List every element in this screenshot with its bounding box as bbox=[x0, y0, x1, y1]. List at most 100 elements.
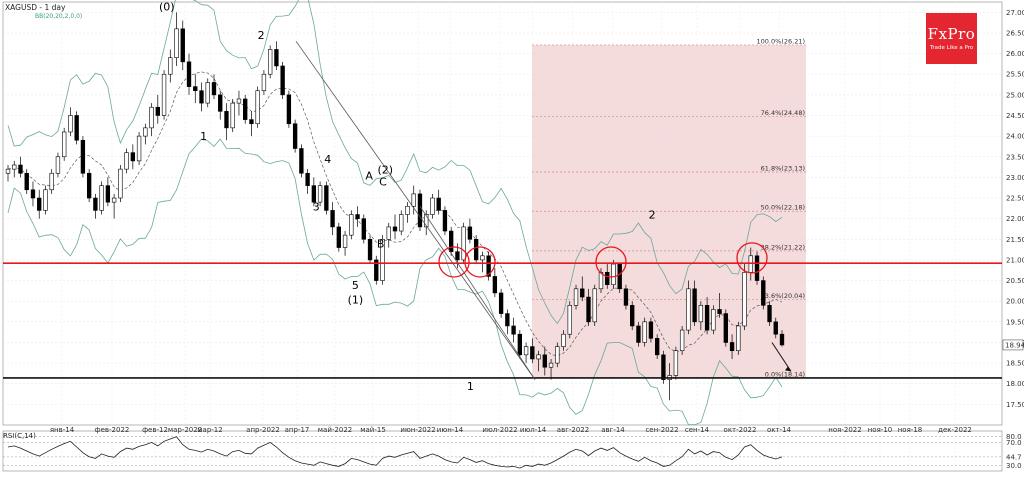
candle bbox=[648, 317, 654, 343]
candle-body bbox=[467, 226, 473, 240]
candle-body bbox=[723, 313, 728, 343]
candle-body bbox=[267, 49, 273, 75]
candle bbox=[80, 136, 86, 178]
fib-level-label: 23.6%(20.04) bbox=[761, 292, 805, 300]
candle-body bbox=[155, 106, 160, 116]
candle-body bbox=[548, 362, 554, 368]
candle bbox=[555, 342, 560, 368]
candle-body bbox=[86, 172, 92, 199]
candle bbox=[386, 222, 391, 248]
candle bbox=[249, 111, 254, 137]
candle-body bbox=[748, 255, 753, 273]
candle-body bbox=[399, 214, 404, 232]
candle bbox=[617, 263, 622, 293]
trend-line-lower bbox=[419, 206, 536, 380]
candle bbox=[111, 193, 117, 219]
candle bbox=[286, 90, 292, 128]
bollinger-upper bbox=[7, 0, 783, 325]
candle-body bbox=[617, 263, 622, 290]
resistance-touch-circle bbox=[438, 246, 470, 278]
candle-body bbox=[149, 106, 154, 129]
y-tick-label: 18.50 bbox=[1006, 360, 1024, 368]
candle-body bbox=[286, 94, 292, 125]
candle bbox=[24, 169, 29, 194]
x-tick-label: янв-14 bbox=[50, 426, 75, 434]
candle bbox=[736, 321, 741, 355]
y-tick-label: 27.00 bbox=[1006, 9, 1024, 17]
x-tick-label: апр-2022 bbox=[246, 426, 280, 434]
candle bbox=[424, 210, 429, 236]
candle bbox=[517, 330, 523, 359]
candle bbox=[480, 251, 485, 273]
candle bbox=[211, 74, 217, 99]
candle-body bbox=[754, 255, 760, 281]
candle bbox=[161, 70, 167, 120]
candle bbox=[704, 297, 710, 335]
candle bbox=[505, 309, 510, 335]
y-tick-label: 23.00 bbox=[1006, 174, 1024, 182]
candle bbox=[380, 235, 385, 285]
candle-body bbox=[62, 131, 67, 158]
candle-body bbox=[779, 333, 785, 346]
fib-level-label: 50.0%(22.18) bbox=[761, 204, 805, 212]
candle bbox=[486, 251, 491, 281]
candle-body bbox=[555, 346, 560, 364]
candle bbox=[155, 94, 160, 124]
candle-body bbox=[630, 305, 635, 327]
candle bbox=[673, 346, 679, 380]
candle-body bbox=[773, 321, 778, 335]
candle-body bbox=[74, 115, 79, 141]
candle-body bbox=[411, 193, 416, 207]
candle-body bbox=[417, 193, 423, 228]
candle-body bbox=[55, 156, 61, 174]
y-tick-label: 17.50 bbox=[1006, 401, 1024, 409]
candle bbox=[623, 284, 629, 310]
x-tick-label: мар-12 bbox=[197, 426, 222, 434]
x-tick-label: июл-14 bbox=[520, 426, 547, 434]
candle bbox=[193, 74, 198, 104]
candle-body bbox=[679, 329, 685, 352]
candle-body bbox=[249, 119, 254, 125]
candle bbox=[105, 177, 111, 207]
y-tick-label: 22.00 bbox=[1006, 215, 1024, 223]
candle bbox=[754, 251, 760, 285]
wave-label: 2 bbox=[258, 29, 265, 42]
candle bbox=[723, 309, 728, 347]
wave-label: 5 bbox=[352, 279, 359, 292]
candle-body bbox=[523, 346, 529, 356]
candle bbox=[405, 202, 410, 223]
candle-body bbox=[342, 234, 348, 248]
candle-body bbox=[99, 185, 104, 211]
candle bbox=[143, 123, 148, 145]
candle-body bbox=[636, 325, 641, 343]
candle bbox=[767, 301, 772, 326]
candle-body bbox=[736, 325, 741, 352]
candle-body bbox=[517, 333, 523, 356]
rsi-panel-frame bbox=[2, 430, 1003, 472]
bollinger-middle bbox=[7, 71, 783, 357]
candle-body bbox=[511, 325, 516, 335]
candle bbox=[661, 350, 666, 384]
candle-body bbox=[136, 135, 142, 162]
candle-body bbox=[386, 226, 391, 240]
candle-body bbox=[317, 185, 323, 203]
candle-body bbox=[111, 197, 117, 203]
candle bbox=[461, 222, 466, 265]
candle-body bbox=[536, 354, 541, 360]
candle bbox=[317, 181, 323, 207]
candle-body bbox=[374, 259, 379, 281]
candle bbox=[654, 334, 660, 359]
candle-body bbox=[492, 276, 498, 294]
candle bbox=[642, 317, 647, 347]
candle-body bbox=[392, 226, 398, 232]
x-tick-label: ноя-18 bbox=[898, 426, 923, 434]
wave-label: B bbox=[377, 238, 385, 251]
candle-body bbox=[642, 321, 647, 343]
y-tick-label: 24.00 bbox=[1006, 133, 1024, 141]
candle bbox=[567, 301, 572, 339]
candle-body bbox=[161, 73, 167, 116]
candle bbox=[399, 210, 404, 236]
wave-label: 3 bbox=[313, 200, 320, 213]
candle-body bbox=[461, 226, 466, 261]
